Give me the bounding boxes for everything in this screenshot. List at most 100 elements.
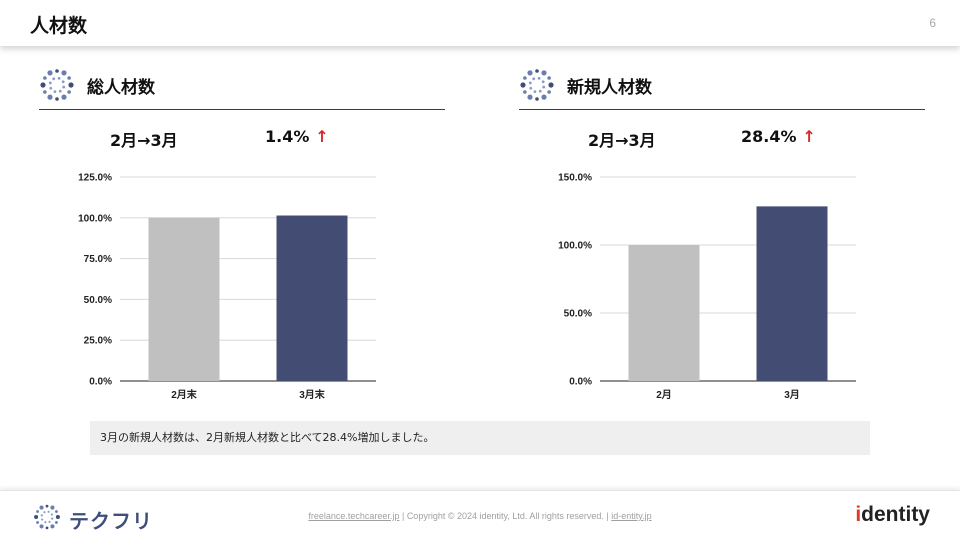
change-value: 1.4% ↑ [265,127,329,146]
y-tick-label: 0.0% [569,377,592,388]
icon-dot [36,521,39,524]
x-tick-label: 2月 [656,389,672,401]
icon-dot [547,76,551,80]
icon-dot [53,90,57,94]
dot-ring-icon [520,69,554,101]
icon-dot [36,510,39,513]
icon-dot [67,76,71,80]
icon-dot [48,81,52,85]
icon-dot [542,85,546,89]
bar-chart-new: 0.0% 50.0% 100.0% 150.0% 2月 3月 [558,173,856,401]
icon-dot [541,94,547,100]
bar [276,215,348,381]
icon-dot [52,77,56,81]
icon-dot [57,76,61,80]
icon-dot [61,70,67,76]
dot-ring-icon [34,504,60,530]
y-tick-label: 25.0% [84,336,112,347]
y-tick-label: 100.0% [78,213,112,224]
icon-dot [523,76,527,80]
section-header: 新規人材数 [519,64,925,110]
icon-dot [55,69,59,73]
x-tick-label: 3月 [784,389,800,401]
icon-dot [34,514,39,520]
page-title: 人材数 [30,15,88,37]
icon-dot [68,82,74,88]
icon-dot [49,86,53,90]
icon-dot [48,520,51,523]
page-number: 6 [929,16,936,30]
icon-dot [541,70,547,76]
dot-ring-icon [40,69,74,101]
chart-total: 0.0% 25.0% 50.0% 75.0% 100.0% 125.0% 2月末 3月末 [60,165,390,409]
separator: | [401,511,405,521]
icon-dot [535,97,539,101]
y-tick-label: 50.0% [84,295,112,306]
icon-dot [39,505,44,510]
icon-dot [51,517,54,520]
y-tick-label: 50.0% [564,309,592,320]
change-percent: 1.4% [265,127,310,146]
icon-dot [50,524,55,529]
icon-dot [532,77,536,81]
icon-dot [528,81,532,85]
icon-dot [47,510,50,513]
icon-dot [535,69,539,73]
icon-dot [44,521,47,524]
x-tick-label: 3月末 [299,388,326,401]
section-new-talent: 新規人材数 [519,64,925,110]
section-title: 新規人材数 [567,78,652,98]
icon-dot [55,521,58,524]
icon-dot [527,70,533,76]
up-arrow-icon: ↑ [315,127,329,146]
icon-dot [548,82,554,88]
icon-dot [40,514,43,517]
bar [628,245,700,381]
logo-rest: dentity [861,503,930,526]
identity-logo[interactable]: identity [855,503,930,527]
bar-chart-total: 0.0% 25.0% 50.0% 75.0% 100.0% 125.0% 2月末 3月末 [78,173,376,401]
icon-dot [520,82,526,88]
summary-note: 3月の新規人材数は、2月新規人材数と比べて28.4%増加しました。 [90,421,870,455]
bar [756,206,828,381]
icon-dot [538,89,542,93]
icon-dot [529,86,533,90]
brand-name: テクフリ [69,509,153,533]
icon-dot [62,85,66,89]
y-tick-label: 75.0% [84,254,112,265]
techcareer-link[interactable]: freelance.techcareer.jp [308,511,400,521]
section-total-talent: 総人材数 [39,64,445,110]
icon-dot [55,510,58,513]
footer-text: freelance.techcareer.jp | Copyright © 20… [0,511,960,521]
icon-dot [523,90,527,94]
icon-dot [547,90,551,94]
up-arrow-icon: ↑ [802,127,816,146]
slide-header: 人材数 6 [0,0,960,46]
icon-dot [41,518,44,521]
icon-dot [50,513,53,516]
icon-dot [527,94,533,100]
copyright-text: Copyright © 2024 identity, Ltd. All righ… [406,511,604,521]
change-percent: 28.4% [741,127,797,146]
y-tick-label: 100.0% [558,241,592,252]
bar [148,217,220,381]
period-label: 2月→3月 [110,131,178,150]
identity-link[interactable]: id-entity.jp [611,511,652,521]
x-tick-label: 2月末 [171,388,198,401]
change-value: 28.4% ↑ [741,127,816,146]
logo-i: i [855,503,862,526]
icon-dot [43,76,47,80]
icon-dot [67,90,71,94]
icon-dot [50,505,55,510]
y-tick-label: 150.0% [558,173,592,184]
icon-dot [55,97,59,101]
icon-dot [47,94,53,100]
chart-new: 0.0% 50.0% 100.0% 150.0% 2月 3月 [540,165,870,409]
icon-dot [43,90,47,94]
section-header: 総人材数 [39,64,445,110]
icon-dot [533,90,537,94]
separator: | [606,511,609,521]
icon-dot [55,514,60,520]
icon-dot [61,80,65,84]
slide-footer: テクフリ freelance.techcareer.jp | Copyright… [0,490,960,541]
